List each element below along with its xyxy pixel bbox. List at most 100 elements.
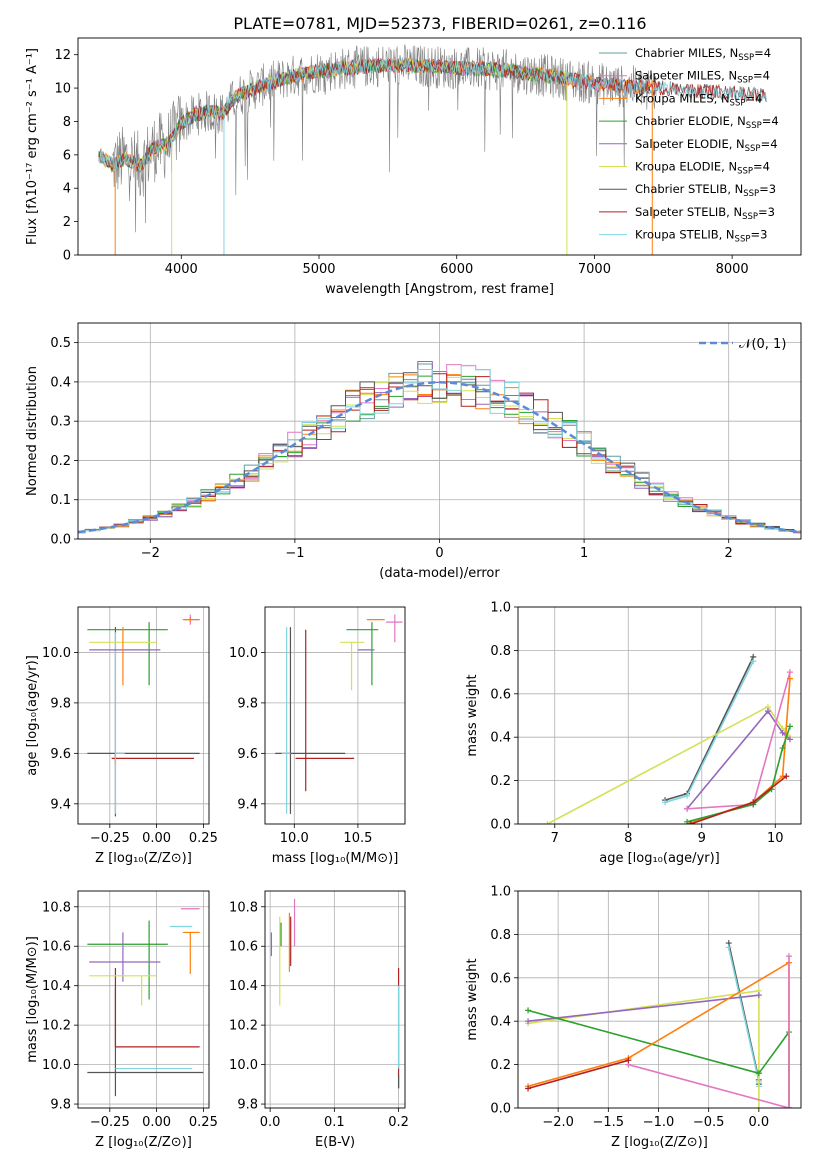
weight-point-marker — [764, 708, 771, 715]
x-tick-label: 5000 — [302, 262, 335, 277]
weight-lines — [544, 653, 793, 824]
y-axis-label: mass weight — [465, 674, 480, 756]
legend-sub: SSP — [742, 212, 758, 222]
x-tick-label: 0.00 — [142, 1115, 171, 1130]
legend-sub: SSP — [737, 76, 753, 86]
y-axis-label: Normed distribution — [25, 366, 40, 496]
y-tick-label: 10.6 — [42, 940, 71, 955]
y-tick-label: 0.6 — [490, 687, 511, 702]
x-tick-label: 6000 — [440, 262, 473, 277]
weight-lines — [525, 940, 792, 1108]
y-tick-label: 10.0 — [229, 1058, 258, 1073]
y-tick-label: 0.2 — [490, 774, 511, 789]
weight-series-line — [628, 956, 790, 1108]
weight-point-marker — [525, 1085, 532, 1092]
y-tick-label: 6 — [63, 148, 71, 163]
weight-point-marker — [786, 736, 793, 743]
y-tick-label: 10.6 — [229, 940, 258, 955]
weight-point-marker — [750, 799, 757, 806]
legend-sub: SSP — [735, 235, 751, 245]
legend-label: Chabrier ELODIE, NSSP=4 — [635, 114, 779, 131]
y-tick-label: 9.8 — [237, 1098, 258, 1113]
x-axis-label: E(B-V) — [315, 1135, 355, 1150]
weight-series-line — [686, 678, 791, 824]
legend-name: Chabrier STELIB, N — [635, 182, 743, 196]
axes-frame — [77, 37, 802, 256]
y-tick-label: 9.8 — [50, 696, 71, 711]
legend-suffix: =3 — [758, 205, 775, 219]
legend-label: Salpeter ELODIE, NSSP=4 — [635, 137, 778, 154]
x-tick-label: 0.0 — [749, 1115, 770, 1130]
x-tick-label: 10 — [767, 831, 784, 846]
axes-frame — [517, 890, 802, 1109]
grid-lines — [265, 607, 405, 824]
grid-lines — [78, 607, 209, 824]
y-tick-label: 10.0 — [42, 1058, 71, 1073]
y-tick-label: 10.8 — [229, 900, 258, 915]
legend-label: Kroupa MILES, NSSP=4 — [635, 91, 762, 108]
age-vs-mass-panel: 10.0 10.5 9.4 9.6 9.8 10.0 mass [log₁₀(M/M⊙)] — [229, 606, 406, 866]
x-tick-label: −0.25 — [90, 831, 130, 846]
x-axis-label: mass [log₁₀(M/M⊙)] — [272, 851, 399, 866]
legend-suffix: =3 — [759, 182, 776, 196]
errorbars — [87, 614, 200, 817]
weight-point-marker — [779, 729, 786, 736]
x-tick-label: 1 — [580, 546, 588, 561]
y-tick-label: 10.4 — [229, 979, 258, 994]
weight-point-marker — [755, 1070, 762, 1077]
x-tick-label: 10.5 — [343, 831, 372, 846]
x-axis-label: Z [log₁₀(Z/Z⊙)] — [611, 1135, 708, 1150]
x-tick-label: 0.25 — [189, 831, 218, 846]
y-axis-label: Flux [fλ10⁻¹⁷ erg cm⁻² s⁻¹ A⁻¹] — [25, 48, 40, 245]
x-tick-label: −2.0 — [542, 1115, 574, 1130]
residuals-panel: −2 −1 0 1 2 0.0 0.1 0.2 0.3 0.4 0.5 (data-model)/er… — [25, 322, 802, 581]
x-tick-label: 10.0 — [280, 831, 309, 846]
legend-name: Kroupa ELODIE, N — [635, 160, 737, 174]
legend-name: Salpeter STELIB, N — [635, 205, 742, 219]
spectrum-panel: 4000 5000 6000 7000 8000 0 2 4 6 8 10 12 wavelength … — [25, 37, 802, 297]
y-tick-label: 9.4 — [50, 797, 71, 812]
weight-point-marker — [684, 792, 691, 799]
weight-point-marker — [786, 669, 793, 676]
y-tick-label: 0 — [63, 249, 71, 264]
x-tick-label: 2 — [725, 546, 733, 561]
x-axis-label: Z [log₁₀(Z/Z⊙)] — [95, 851, 192, 866]
legend-name: Salpeter ELODIE, N — [635, 137, 745, 151]
y-tick-label: 2 — [63, 215, 71, 230]
legend-sub: SSP — [738, 53, 754, 63]
y-tick-label: 1.0 — [490, 885, 511, 900]
y-tick-label: 0.0 — [50, 533, 71, 548]
weight-point-marker — [785, 953, 792, 960]
model-spectrum-line — [98, 57, 767, 172]
legend-sub: SSP — [737, 167, 753, 177]
weight-point-marker — [625, 1057, 632, 1064]
legend-sub: SSP — [730, 98, 746, 108]
errorbars — [87, 908, 204, 1097]
x-tick-label: 0.0 — [260, 1115, 281, 1130]
y-tick-label: 9.8 — [237, 696, 258, 711]
weight-point-marker — [525, 1007, 532, 1014]
legend-name: Kroupa MILES, N — [635, 91, 730, 105]
axes-frame — [77, 606, 210, 825]
weight-series-line — [527, 1059, 629, 1090]
legend-label: Kroupa ELODIE, NSSP=4 — [635, 160, 770, 177]
legend-suffix: =4 — [753, 160, 770, 174]
weight-point-marker — [684, 805, 691, 812]
errorbars — [275, 614, 403, 814]
weight-point-marker — [783, 773, 790, 780]
mass-vs-Z-panel: −0.25 0.00 0.25 9.8 10.0 10.2 10.4 10.6 10.8 Z [l… — [25, 890, 218, 1150]
legend-name: Chabrier MILES, N — [635, 46, 738, 60]
x-tick-label: 0.1 — [324, 1115, 345, 1130]
x-tick-label: 0.2 — [388, 1115, 409, 1130]
panels-layer: 4000 5000 6000 7000 8000024681012wavelength … — [25, 37, 802, 1150]
legend-name: Chabrier ELODIE, N — [635, 114, 746, 128]
x-tick-label: 7000 — [578, 262, 611, 277]
x-axis-label: (data-model)/error — [379, 566, 500, 581]
x-tick-label: 0.00 — [142, 831, 171, 846]
y-tick-label: 10 — [54, 82, 71, 97]
weight-point-marker — [755, 1105, 762, 1108]
y-tick-label: 9.6 — [50, 747, 71, 762]
grid-lines — [265, 891, 405, 1108]
y-tick-label: 0.4 — [490, 731, 511, 746]
x-tick-label: 7 — [551, 831, 559, 846]
